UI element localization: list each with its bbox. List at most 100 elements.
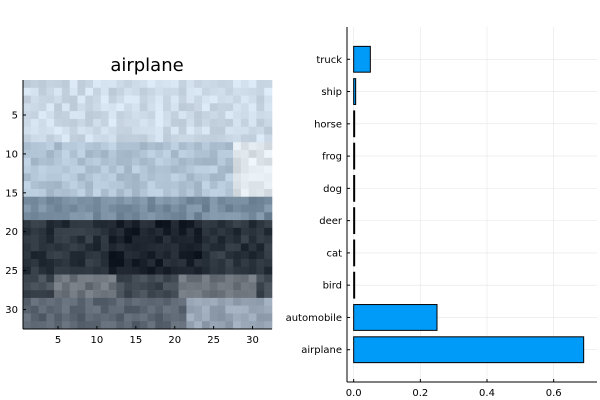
image-pixel [77,297,86,306]
image-pixel [194,80,203,89]
image-pixel [139,150,148,159]
image-pixel [178,118,187,127]
image-pixel [100,321,109,330]
image-pixel [155,204,164,213]
bar-category-label: dog [323,184,342,195]
image-pixel [139,297,148,306]
image-pixel [147,111,156,120]
image-pixel [163,173,172,182]
image-title: airplane [110,55,183,76]
image-pixel [108,204,117,213]
image-pixel [225,282,234,291]
image-pixel [240,274,249,283]
image-pixel [170,266,179,275]
image-pixel [225,118,234,127]
image-pixel [217,266,226,275]
image-pixel [30,274,39,283]
image-pixel [116,243,125,252]
image-pixel [155,305,164,314]
image-pixel [116,80,125,89]
image-pixel [170,274,179,283]
image-pixel [225,321,234,330]
image-pixel [147,150,156,159]
image-pixel [240,282,249,291]
image-pixel [77,290,86,299]
image-pixel [201,196,211,205]
image-pixel [93,142,102,151]
image-pixel [201,305,211,314]
image-pixel [170,321,179,330]
image-pixel [131,313,141,322]
image-pixel [248,87,257,96]
image-pixel [155,212,164,221]
image-pixel [163,181,172,190]
image-pixel [264,126,273,135]
bar-category-label: truck [316,55,342,66]
image-pixel [240,87,249,96]
image-pixel [131,173,141,182]
image-pixel [155,313,164,322]
image-pixel [225,297,234,306]
image-pixel [100,243,109,252]
image-pixel [209,235,218,244]
image-pixel [178,266,187,275]
image-pixel [186,305,195,314]
image-pixel [225,251,234,260]
image-pixel [116,258,125,268]
image-pixel [77,157,86,166]
image-pixel [77,227,86,236]
image-pixel [201,181,211,190]
image-pixel [163,251,172,260]
image-pixel [54,181,63,190]
image-pixel [61,95,70,104]
image-pixel [116,204,125,213]
image-pixel [240,290,249,299]
image-pixel [46,235,55,244]
image-pixel [108,297,117,306]
image-pixel [194,243,203,252]
image-pixel [30,321,39,330]
image-pixel [256,80,265,89]
image-pixel [124,150,133,159]
image-pixel [201,87,211,96]
image-pixel [248,313,257,322]
image-pixel [194,181,203,190]
image-pixel [54,142,63,151]
image-pixel [201,118,211,127]
image-pixel [201,173,211,182]
image-pixel [194,196,203,205]
image-pixel [23,297,32,306]
bar-category-label: cat [326,248,342,259]
image-pixel [54,212,63,221]
image-pixel [85,87,94,96]
image-pixel [30,173,39,182]
image-pixel [170,305,179,314]
image-pixel [256,126,265,135]
image-pixel [170,282,179,291]
image-pixel [240,157,249,166]
image-pixel [163,227,172,236]
image-pixel [108,274,117,283]
image-pixel [233,87,242,96]
image-axes: 5 10 15 20 25 30 5 10 15 20 25 30 [5,80,272,346]
image-pixel [93,258,102,268]
image-pixel [77,220,86,229]
image-pixel [54,196,63,205]
image-pixel [256,243,265,252]
image-pixel [46,165,55,174]
image-pixel [264,204,273,213]
image-pixel [93,95,102,104]
image-x-tick-label: 5 [55,335,61,346]
image-pixel [124,266,133,275]
image-pixel [256,220,265,229]
image-pixel [248,243,257,252]
image-pixel [61,181,70,190]
image-pixel [209,212,218,221]
image-pixel [170,313,179,322]
image-pixel [85,313,94,322]
image-pixel [93,126,102,135]
image-pixel [38,126,47,135]
image-pixel [131,111,141,120]
image-pixel [147,118,156,127]
image-pixel [108,118,117,127]
